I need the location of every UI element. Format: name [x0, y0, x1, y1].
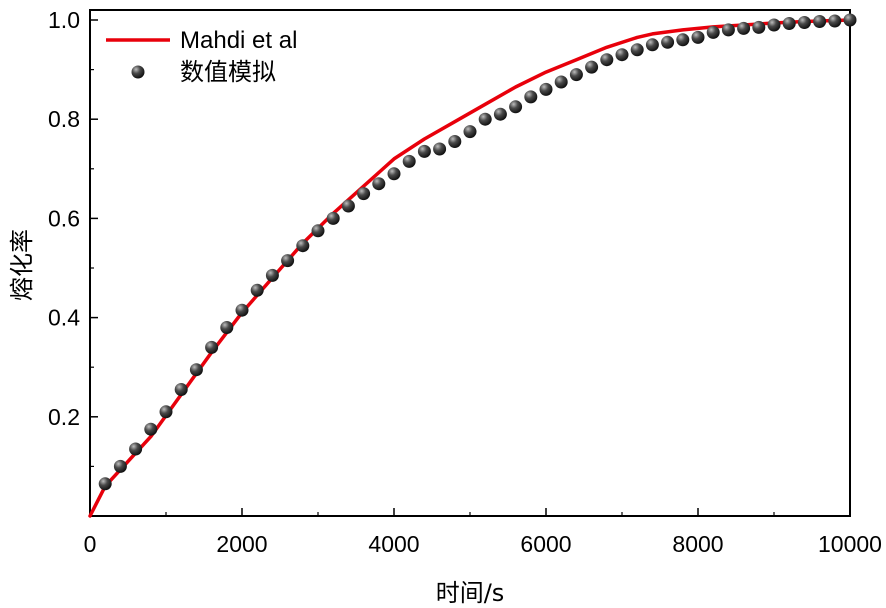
data-point-simulation [159, 405, 173, 419]
y-axis-ticks: 0.2 0.4 0.6 0.8 1.0 [48, 7, 98, 467]
data-point-simulation [615, 48, 629, 62]
x-tick-label: 10000 [818, 531, 882, 557]
data-point-simulation [220, 321, 234, 334]
data-point-simulation [341, 199, 355, 213]
data-point-simulation [752, 20, 766, 34]
series-layer [88, 13, 857, 518]
data-point-simulation [402, 154, 416, 168]
data-point-simulation [782, 17, 796, 30]
data-point-simulation [463, 125, 477, 139]
data-point-simulation [205, 340, 219, 354]
legend-label-simulation: 数值模拟 [180, 59, 276, 86]
data-point-simulation [144, 422, 158, 436]
x-axis-title: 时间/s [436, 579, 505, 607]
data-point-simulation [813, 15, 827, 28]
data-point-simulation [828, 14, 842, 28]
data-point-simulation [174, 383, 188, 396]
data-point-simulation [433, 142, 447, 156]
data-point-simulation [600, 53, 614, 67]
data-point-simulation [676, 33, 690, 47]
data-point-simulation [417, 144, 431, 158]
data-point-simulation [387, 167, 401, 181]
legend-label-mahdi: Mahdi et al [180, 27, 297, 54]
y-tick-label: 0.8 [48, 106, 80, 132]
data-point-simulation [554, 75, 568, 89]
legend: Mahdi et al 数值模拟 [106, 27, 297, 86]
data-point-simulation [98, 477, 112, 491]
y-axis-title: 熔化率 [8, 229, 36, 301]
data-point-simulation [113, 459, 127, 473]
data-point-simulation [326, 211, 340, 225]
x-tick-label: 8000 [672, 531, 723, 557]
data-point-simulation [645, 38, 659, 52]
data-point-simulation [630, 43, 644, 57]
data-point-simulation [767, 18, 781, 32]
x-tick-label: 2000 [216, 531, 267, 557]
series-line-mahdi [88, 18, 852, 518]
data-point-simulation [372, 177, 386, 191]
data-point-simulation [281, 254, 295, 268]
data-point-simulation [448, 135, 462, 148]
data-point-simulation [524, 90, 538, 104]
data-point-simulation [493, 107, 507, 121]
y-tick-label: 0.2 [48, 404, 80, 430]
data-point-simulation [661, 35, 675, 49]
data-point-simulation [357, 187, 371, 201]
data-point-simulation [721, 23, 735, 37]
data-point-simulation [189, 363, 203, 377]
data-point-simulation [585, 60, 599, 74]
data-point-simulation [843, 13, 857, 27]
data-point-simulation [265, 268, 279, 282]
x-tick-label: 6000 [520, 531, 571, 557]
x-tick-label: 0 [84, 531, 97, 557]
data-point-simulation [296, 239, 310, 253]
data-point-simulation [250, 283, 264, 297]
data-point-simulation [569, 68, 583, 82]
data-point-simulation [539, 82, 553, 96]
y-tick-label: 1.0 [48, 7, 80, 33]
data-point-simulation [235, 303, 249, 317]
data-point-simulation [478, 112, 492, 126]
y-tick-label: 0.4 [48, 305, 80, 331]
data-point-simulation [797, 16, 811, 29]
data-point-simulation [129, 442, 143, 456]
data-point-simulation [691, 30, 705, 44]
data-point-simulation [737, 21, 751, 35]
y-tick-label: 0.6 [48, 205, 80, 231]
x-axis-ticks: 0 2000 4000 6000 8000 10000 [84, 508, 882, 557]
x-tick-label: 4000 [368, 531, 419, 557]
data-point-simulation [311, 224, 325, 238]
data-point-simulation [509, 100, 523, 114]
data-point-simulation [706, 25, 720, 39]
legend-marker-simulation [131, 65, 145, 79]
